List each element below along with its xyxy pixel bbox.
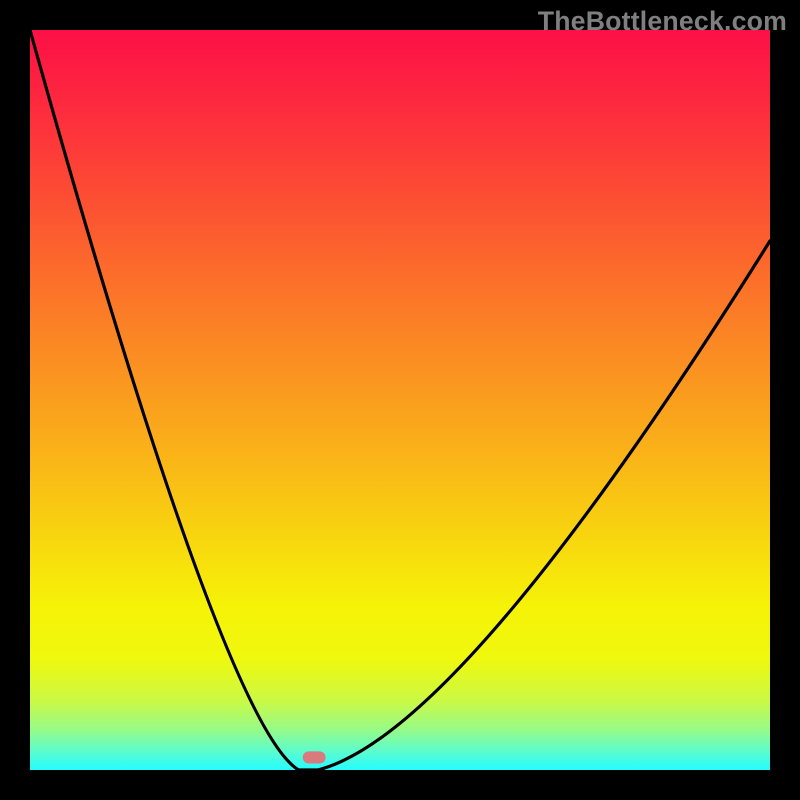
chart-stage: TheBottleneck.com	[0, 0, 800, 800]
plot-area	[30, 30, 770, 770]
watermark-text: TheBottleneck.com	[538, 6, 787, 37]
